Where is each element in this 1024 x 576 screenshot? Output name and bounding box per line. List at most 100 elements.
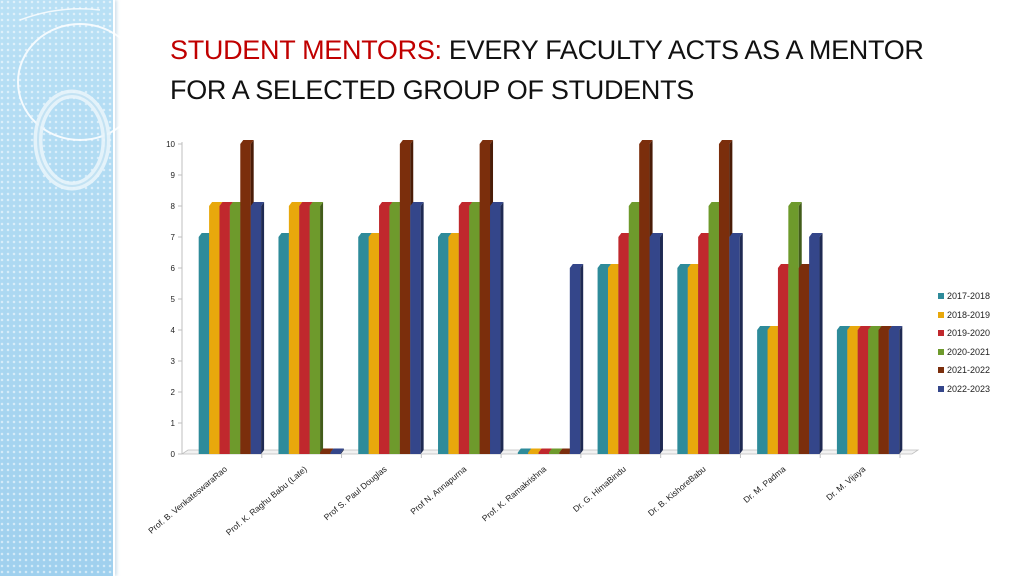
y-tick-label: 5 bbox=[171, 295, 176, 304]
bar bbox=[847, 330, 858, 454]
bar bbox=[809, 237, 820, 454]
bar bbox=[219, 206, 230, 454]
bar bbox=[639, 144, 650, 454]
legend-label: 2017-2018 bbox=[947, 291, 991, 302]
bar bbox=[597, 268, 608, 454]
bar-side bbox=[819, 233, 823, 454]
y-tick-label: 2 bbox=[171, 388, 176, 397]
bar-top bbox=[229, 202, 244, 206]
bar-top bbox=[618, 233, 632, 237]
x-category-label: Prof. B. VenkateswaraRao bbox=[146, 464, 229, 536]
bar bbox=[438, 237, 449, 454]
bar-top bbox=[729, 233, 743, 237]
bar bbox=[777, 268, 789, 454]
bar bbox=[469, 206, 480, 454]
bar-top bbox=[528, 448, 542, 453]
bar-top bbox=[639, 140, 653, 144]
x-category-label: Dr. G. HimaBindu bbox=[571, 464, 628, 514]
bar-side bbox=[320, 202, 324, 454]
bar-top bbox=[448, 233, 462, 237]
bar bbox=[569, 268, 581, 454]
legend-label: 2022-2023 bbox=[947, 383, 991, 394]
bar bbox=[878, 330, 889, 454]
bar-top bbox=[687, 264, 702, 268]
x-category-label: Dr. B. KishoreBabu bbox=[646, 464, 708, 518]
bar-top bbox=[389, 202, 403, 206]
bar-top bbox=[538, 448, 552, 453]
bar-top bbox=[767, 326, 781, 330]
bar-top bbox=[628, 202, 643, 206]
bar bbox=[757, 330, 768, 454]
bar-top bbox=[379, 202, 393, 206]
bar-top bbox=[320, 448, 334, 453]
bar-top bbox=[219, 202, 233, 206]
bar bbox=[857, 330, 869, 454]
chart-legend: 2017-2018 2018-2019 2019-2020 2020-2021 2021… bbox=[938, 287, 990, 398]
bar-side bbox=[340, 448, 344, 454]
bar bbox=[198, 237, 210, 454]
bar bbox=[528, 452, 539, 454]
bar bbox=[517, 452, 529, 454]
bar-top bbox=[479, 140, 494, 144]
bar-top bbox=[649, 233, 663, 237]
bar bbox=[687, 268, 699, 454]
bar-top bbox=[569, 264, 584, 268]
bar bbox=[836, 330, 848, 454]
slide-title: STUDENT MENTORS: EVERY FACULTY ACTS AS A… bbox=[170, 30, 970, 110]
legend-swatch bbox=[938, 348, 944, 355]
bar bbox=[798, 268, 810, 454]
bar-side bbox=[899, 326, 903, 454]
bar bbox=[868, 330, 879, 454]
bar-side bbox=[420, 202, 424, 454]
bar bbox=[559, 452, 570, 454]
legend-item: 2022-2023 bbox=[938, 380, 990, 399]
x-category-label: Dr. M. Padma bbox=[741, 464, 787, 505]
bar bbox=[209, 206, 220, 454]
y-tick-label: 7 bbox=[171, 233, 176, 242]
legend-item: 2021-2022 bbox=[938, 361, 990, 380]
bar-top bbox=[757, 326, 771, 330]
bar bbox=[320, 452, 331, 454]
bar-top bbox=[198, 233, 213, 237]
bar-top bbox=[469, 202, 483, 206]
bar-top bbox=[399, 140, 414, 144]
bar bbox=[618, 237, 629, 454]
bar bbox=[458, 206, 470, 454]
legend-label: 2020-2021 bbox=[947, 346, 991, 357]
bar-top bbox=[209, 202, 223, 206]
x-category-label: Prof. K. Ramakrishna bbox=[480, 464, 549, 524]
bar bbox=[729, 237, 740, 454]
slide-title-rest: EVERY FACULTY ACTS AS A MENTOR FOR A SEL… bbox=[170, 35, 924, 105]
bar-side bbox=[739, 233, 743, 454]
bar-top bbox=[559, 448, 573, 453]
bar-top bbox=[458, 202, 473, 206]
bar-top bbox=[309, 202, 324, 206]
x-category-label: Dr. M. Vijaya bbox=[824, 464, 867, 503]
bar-top bbox=[597, 264, 611, 268]
bar-top bbox=[836, 326, 851, 330]
bar-top bbox=[438, 233, 452, 237]
bar bbox=[479, 144, 491, 454]
bar bbox=[788, 206, 799, 454]
bar bbox=[698, 237, 709, 454]
bar bbox=[389, 206, 400, 454]
bar-top bbox=[788, 202, 802, 206]
bar-top bbox=[240, 140, 254, 144]
bar bbox=[718, 144, 730, 454]
bar bbox=[229, 206, 241, 454]
bar-side bbox=[580, 264, 584, 454]
legend-swatch bbox=[938, 311, 944, 318]
bar-top bbox=[809, 233, 823, 237]
bar-top bbox=[250, 202, 265, 206]
bar-top bbox=[490, 202, 504, 206]
bar bbox=[358, 237, 369, 454]
bar bbox=[379, 206, 390, 454]
bar-side bbox=[500, 202, 504, 454]
bar bbox=[309, 206, 321, 454]
bar bbox=[628, 206, 640, 454]
legend-item: 2020-2021 bbox=[938, 343, 990, 362]
bar bbox=[649, 237, 660, 454]
bar bbox=[278, 237, 289, 454]
bar bbox=[240, 144, 251, 454]
bar-side bbox=[659, 233, 663, 454]
